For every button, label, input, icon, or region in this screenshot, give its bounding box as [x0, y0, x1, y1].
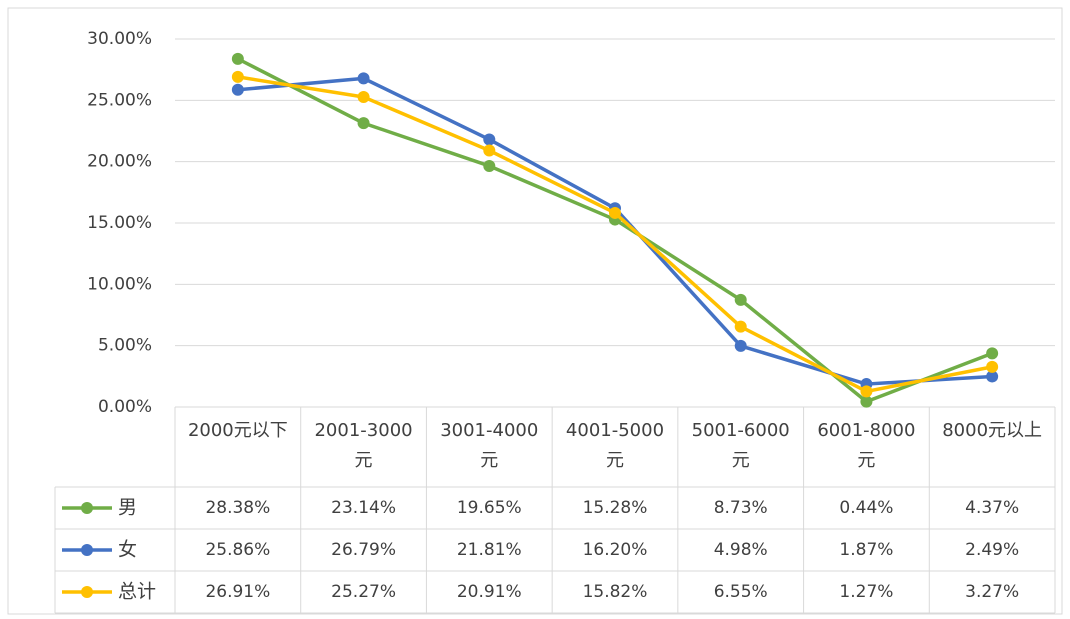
point-marker [986, 370, 999, 383]
point-marker [357, 91, 370, 104]
point-marker [483, 133, 496, 146]
x-tick-label: 2000元以下 [187, 420, 288, 441]
legend-marker [81, 544, 93, 556]
table-value: 19.65% [457, 498, 522, 518]
table-value: 26.91% [205, 582, 270, 602]
legend-label: 总计 [118, 581, 156, 603]
table-value: 26.79% [331, 540, 396, 560]
y-tick-label: 30.00% [87, 29, 152, 49]
point-marker [734, 339, 747, 352]
point-marker [231, 70, 244, 83]
table-value: 16.20% [583, 540, 648, 560]
legend-label: 女 [118, 539, 137, 561]
table-value: 23.14% [331, 498, 396, 518]
table-value: 2.49% [965, 540, 1019, 560]
x-tick-label: 6001-8000元 [817, 420, 916, 471]
series-line [237, 76, 993, 386]
point-marker [483, 159, 496, 172]
table-value: 15.82% [583, 582, 648, 602]
table-value: 3.27% [965, 582, 1019, 602]
y-tick-label: 20.00% [87, 152, 152, 172]
y-tick-label: 5.00% [98, 336, 152, 356]
point-marker [860, 385, 873, 398]
table-value: 0.44% [839, 498, 893, 518]
table-value: 21.81% [457, 540, 522, 560]
point-marker [231, 83, 244, 96]
y-tick-label: 25.00% [87, 90, 152, 110]
point-marker [231, 52, 244, 65]
table-value: 25.86% [205, 540, 270, 560]
point-marker [483, 144, 496, 157]
table-value: 8.73% [714, 498, 768, 518]
table-value: 15.28% [583, 498, 648, 518]
x-tick-label: 3001-4000元 [440, 420, 539, 471]
point-marker [357, 117, 370, 130]
point-marker [734, 320, 747, 333]
table-value: 4.98% [714, 540, 768, 560]
point-marker [609, 206, 621, 219]
table-value: 25.27% [331, 582, 396, 602]
x-tick-label: 8000元以上 [942, 420, 1043, 441]
table-value: 6.55% [714, 582, 768, 602]
table-value: 28.38% [205, 498, 270, 518]
x-tick-label: 5001-6000元 [691, 420, 790, 471]
table-value: 1.27% [839, 582, 893, 602]
y-tick-label: 10.00% [87, 274, 152, 294]
legend-marker [81, 586, 93, 598]
table-value: 1.87% [839, 540, 893, 560]
x-tick-label: 2001-3000元 [314, 420, 413, 471]
chart-border [7, 7, 1063, 615]
y-tick-label: 0.00% [98, 397, 152, 417]
x-tick-label: 4001-5000元 [565, 420, 665, 471]
point-marker [357, 72, 370, 85]
point-marker [860, 395, 873, 408]
point-marker [986, 360, 999, 373]
y-tick-label: 15.00% [87, 213, 152, 233]
table-value: 4.37% [965, 498, 1019, 518]
legend-marker [81, 502, 93, 514]
table-value: 20.91% [457, 582, 522, 602]
series-line [237, 57, 993, 404]
point-marker [734, 293, 747, 306]
point-marker [986, 347, 999, 360]
series-line [237, 75, 993, 394]
legend-label: 男 [118, 497, 137, 519]
